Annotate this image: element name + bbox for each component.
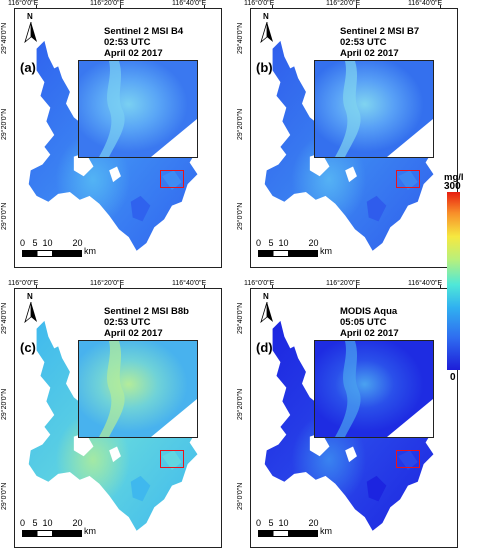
tick-mark	[120, 5, 121, 8]
map-panel-a: 116°0'0"E 116°20'0"E 116°40'0"E 29°40'0"…	[0, 0, 236, 275]
zoom-inset	[314, 340, 434, 438]
lat-label-mid: 29°20'0"N	[1, 388, 8, 420]
zoom-inset	[314, 60, 434, 158]
panel-title: MODIS Aqua 05:05 UTC April 02 2017	[340, 306, 399, 339]
tick-mark	[356, 5, 357, 8]
lat-label-mid: 29°20'0"N	[237, 388, 244, 420]
title-line-sensor: MODIS Aqua	[340, 306, 398, 317]
scale-bar-unit: km	[320, 526, 332, 536]
panel-title: Sentinel 2 MSI B8b 02:53 UTC April 02 20…	[104, 306, 189, 339]
inset-location-box	[396, 450, 420, 468]
panel-label: (c)	[20, 340, 36, 355]
lon-label-left: 116°0'0"E	[8, 280, 39, 287]
panel-label: (b)	[256, 60, 273, 75]
north-letter: N	[263, 292, 269, 301]
lat-label-top: 29°40'0"N	[1, 302, 8, 334]
title-line-time: 05:05 UTC	[340, 317, 387, 328]
lon-label-right: 116°40'0"E	[408, 0, 443, 7]
lon-label-right: 116°40'0"E	[172, 0, 207, 7]
tick-mark	[272, 285, 273, 288]
scale-bar-unit: km	[320, 246, 332, 256]
title-line-time: 02:53 UTC	[340, 37, 387, 48]
scale-bar	[22, 250, 82, 257]
colorbar-max-label: 300	[444, 181, 461, 192]
panel-label: (d)	[256, 340, 273, 355]
lon-label-right: 116°40'0"E	[408, 280, 443, 287]
title-line-time: 02:53 UTC	[104, 37, 151, 48]
scale-bar	[22, 530, 82, 537]
panel-title: Sentinel 2 MSI B4 02:53 UTC April 02 201…	[104, 26, 183, 59]
colorbar-min-label: 0	[450, 372, 456, 383]
tick-mark	[204, 285, 205, 288]
panel-label: (a)	[20, 60, 36, 75]
map-panel-b: 116°0'0"E 116°20'0"E 116°40'0"E 29°40'0"…	[236, 0, 472, 275]
lat-label-top: 29°40'0"N	[1, 22, 8, 54]
title-line-sensor: Sentinel 2 MSI B7	[340, 26, 420, 37]
tick-mark	[120, 285, 121, 288]
panel-title: Sentinel 2 MSI B7 02:53 UTC April 02 201…	[340, 26, 419, 59]
zoom-inset	[78, 340, 198, 438]
north-arrow-icon	[24, 21, 38, 44]
title-line-sensor: Sentinel 2 MSI B8b	[104, 306, 189, 317]
lon-label-mid: 116°20'0"E	[90, 280, 125, 287]
lat-label-bottom: 29°0'0"N	[1, 202, 8, 230]
north-arrow-icon	[24, 301, 38, 324]
title-line-date: April 02 2017	[340, 48, 399, 59]
tick-mark	[204, 5, 205, 8]
zoom-inset	[78, 60, 198, 158]
inset-image	[79, 61, 197, 157]
lon-label-mid: 116°20'0"E	[326, 0, 361, 7]
scale-bar-numbers: 0 5 10 20	[20, 238, 83, 248]
lon-label-left: 116°0'0"E	[244, 0, 275, 7]
lat-label-mid: 29°20'0"N	[237, 108, 244, 140]
lat-label-bottom: 29°0'0"N	[1, 482, 8, 510]
inset-location-box	[396, 170, 420, 188]
colorbar-unit: mg/l	[444, 172, 464, 183]
lat-label-bottom: 29°0'0"N	[237, 482, 244, 510]
lat-label-top: 29°40'0"N	[237, 22, 244, 54]
lon-label-left: 116°0'0"E	[8, 0, 39, 7]
north-letter: N	[263, 12, 269, 21]
tick-mark	[36, 5, 37, 8]
tick-mark	[440, 285, 441, 288]
inset-image	[79, 341, 197, 437]
north-letter: N	[27, 292, 33, 301]
title-line-time: 02:53 UTC	[104, 317, 151, 328]
lon-label-mid: 116°20'0"E	[90, 0, 125, 7]
scale-bar-numbers: 0 5 10 20	[20, 518, 83, 528]
scale-bar	[258, 530, 318, 537]
lat-label-mid: 29°20'0"N	[1, 108, 8, 140]
north-arrow-icon	[260, 301, 274, 324]
colorbar	[447, 192, 460, 370]
tick-mark	[272, 5, 273, 8]
scale-bar-unit: km	[84, 246, 96, 256]
inset-image	[315, 61, 433, 157]
tick-mark	[356, 285, 357, 288]
scale-bar	[258, 250, 318, 257]
inset-location-box	[160, 450, 184, 468]
tick-mark	[36, 285, 37, 288]
inset-image	[315, 341, 433, 437]
tick-mark	[440, 5, 441, 8]
scale-bar-unit: km	[84, 526, 96, 536]
title-line-date: April 02 2017	[104, 328, 163, 339]
lat-label-bottom: 29°0'0"N	[237, 202, 244, 230]
north-letter: N	[27, 12, 33, 21]
lat-label-top: 29°40'0"N	[237, 302, 244, 334]
north-arrow-icon	[260, 21, 274, 44]
scale-bar-numbers: 0 5 10 20	[256, 518, 319, 528]
lon-label-left: 116°0'0"E	[244, 280, 275, 287]
map-panel-d: 116°0'0"E 116°20'0"E 116°40'0"E 29°40'0"…	[236, 280, 472, 555]
title-line-date: April 02 2017	[104, 48, 163, 59]
title-line-date: April 02 2017	[340, 328, 399, 339]
inset-location-box	[160, 170, 184, 188]
title-line-sensor: Sentinel 2 MSI B4	[104, 26, 184, 37]
lon-label-mid: 116°20'0"E	[326, 280, 361, 287]
lon-label-right: 116°40'0"E	[172, 280, 207, 287]
scale-bar-numbers: 0 5 10 20	[256, 238, 319, 248]
map-panel-c: 116°0'0"E 116°20'0"E 116°40'0"E 29°40'0"…	[0, 280, 236, 555]
